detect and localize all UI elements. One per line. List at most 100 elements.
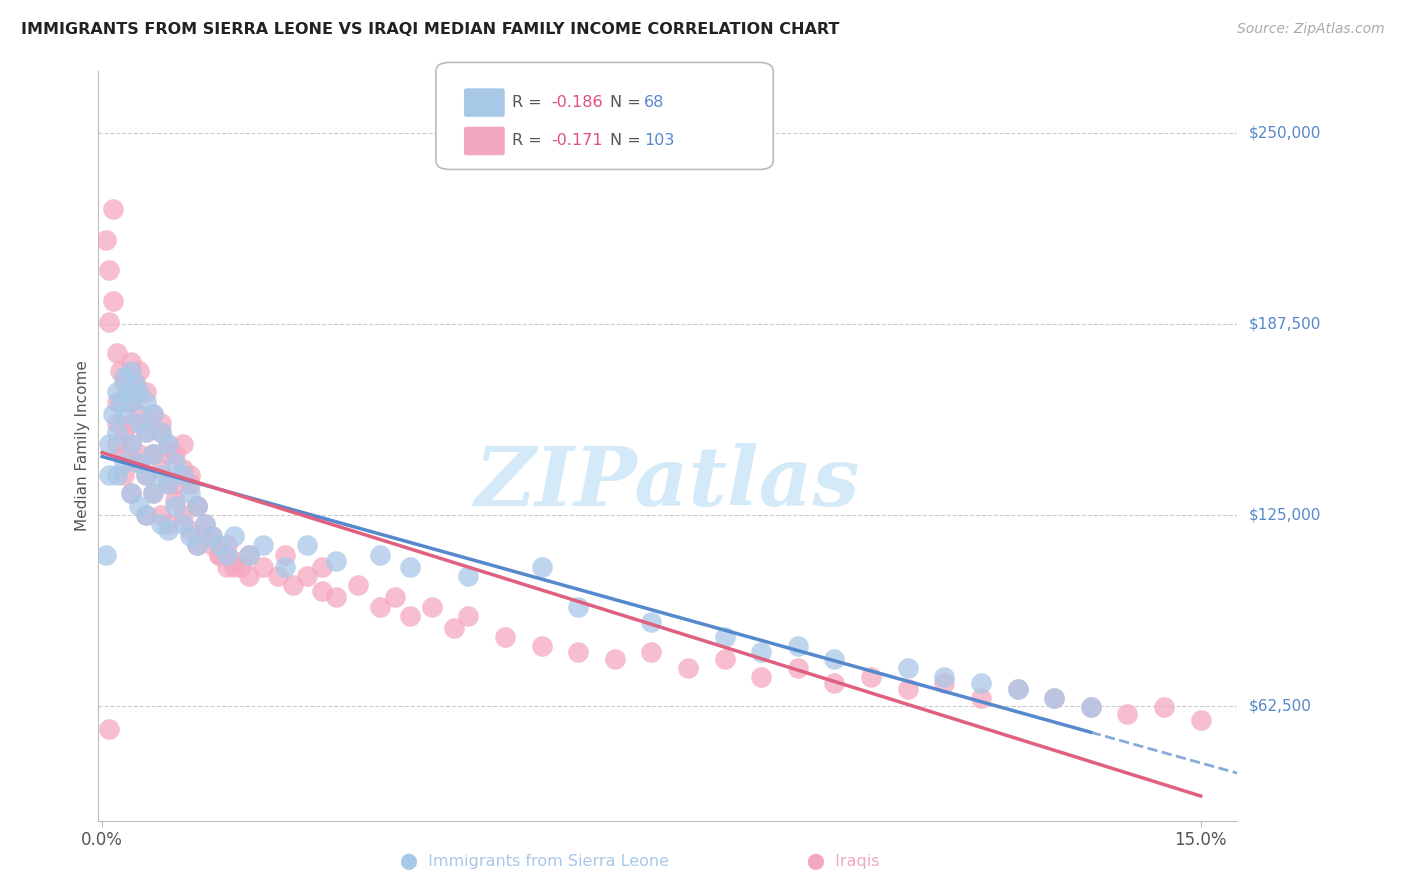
Point <box>186 538 208 552</box>
Point <box>231 559 253 574</box>
Point <box>172 462 194 476</box>
Point <box>208 548 231 562</box>
Point <box>934 670 956 684</box>
Text: ZIPatlas: ZIPatlas <box>475 443 860 524</box>
Point <box>186 499 208 513</box>
Point <box>112 376 135 391</box>
Point <box>165 477 187 491</box>
Point <box>112 456 135 470</box>
Point <box>420 599 443 614</box>
Point <box>1080 700 1102 714</box>
Point <box>165 456 187 470</box>
Point <box>713 651 735 665</box>
Point <box>1189 713 1212 727</box>
Point <box>149 416 172 430</box>
Point <box>101 293 124 308</box>
Point <box>101 202 124 216</box>
Point <box>215 559 238 574</box>
Point <box>274 548 297 562</box>
Text: R =: R = <box>512 95 547 110</box>
Text: IMMIGRANTS FROM SIERRA LEONE VS IRAQI MEDIAN FAMILY INCOME CORRELATION CHART: IMMIGRANTS FROM SIERRA LEONE VS IRAQI ME… <box>21 22 839 37</box>
Point <box>110 394 132 409</box>
Point <box>128 416 150 430</box>
Point <box>208 538 231 552</box>
Point <box>252 538 274 552</box>
Point <box>156 437 179 451</box>
Point <box>325 591 347 605</box>
Point <box>934 676 956 690</box>
Point <box>970 691 993 706</box>
Point <box>824 676 846 690</box>
Point <box>567 599 589 614</box>
Point <box>179 477 201 491</box>
Point <box>135 425 157 440</box>
Point <box>142 447 165 461</box>
Point <box>274 559 297 574</box>
Point <box>201 529 224 543</box>
Point <box>105 425 128 440</box>
Point <box>149 516 172 531</box>
Point <box>112 447 135 461</box>
Point <box>325 554 347 568</box>
Text: $187,500: $187,500 <box>1249 316 1320 331</box>
Point <box>128 364 150 378</box>
Point <box>120 394 142 409</box>
Point <box>398 608 420 623</box>
Text: 103: 103 <box>644 134 675 148</box>
Point <box>120 486 142 500</box>
Point <box>142 486 165 500</box>
Point <box>135 425 157 440</box>
Point <box>142 486 165 500</box>
Point <box>215 548 238 562</box>
Text: $62,500: $62,500 <box>1249 698 1312 714</box>
Point <box>1007 682 1029 697</box>
Point <box>1043 691 1066 706</box>
Point <box>149 468 172 483</box>
Text: -0.186: -0.186 <box>551 95 603 110</box>
Text: $125,000: $125,000 <box>1249 508 1320 523</box>
Point <box>567 645 589 659</box>
Point <box>135 468 157 483</box>
Text: 68: 68 <box>644 95 664 110</box>
Point <box>135 416 157 430</box>
Point <box>860 670 883 684</box>
Point <box>201 529 224 543</box>
Point <box>128 385 150 400</box>
Text: N =: N = <box>610 134 647 148</box>
Point <box>98 722 121 736</box>
Point <box>897 682 920 697</box>
Point <box>135 508 157 522</box>
Point <box>165 499 187 513</box>
Point <box>98 263 121 277</box>
Point <box>1043 691 1066 706</box>
Point <box>110 364 132 378</box>
Point <box>124 376 146 391</box>
Point <box>117 394 139 409</box>
Point <box>172 508 194 522</box>
Point <box>603 651 626 665</box>
Text: Source: ZipAtlas.com: Source: ZipAtlas.com <box>1237 22 1385 37</box>
Point <box>128 499 150 513</box>
Text: -0.171: -0.171 <box>551 134 603 148</box>
Point <box>105 345 128 359</box>
Point <box>156 523 179 537</box>
Point <box>112 425 135 440</box>
Point <box>238 569 260 583</box>
Point <box>1153 700 1175 714</box>
Point <box>713 630 735 644</box>
Point <box>120 416 142 430</box>
Point <box>186 499 208 513</box>
Point <box>128 456 150 470</box>
Point <box>1116 706 1139 721</box>
Point <box>149 462 172 476</box>
Point <box>142 407 165 421</box>
Point <box>142 447 165 461</box>
Text: R =: R = <box>512 134 547 148</box>
Point <box>101 407 124 421</box>
Text: ⬤  Immigrants from Sierra Leone: ⬤ Immigrants from Sierra Leone <box>399 854 669 870</box>
Point <box>135 508 157 522</box>
Point <box>295 538 318 552</box>
Point <box>105 437 128 451</box>
Point <box>94 548 117 562</box>
Point <box>186 538 208 552</box>
